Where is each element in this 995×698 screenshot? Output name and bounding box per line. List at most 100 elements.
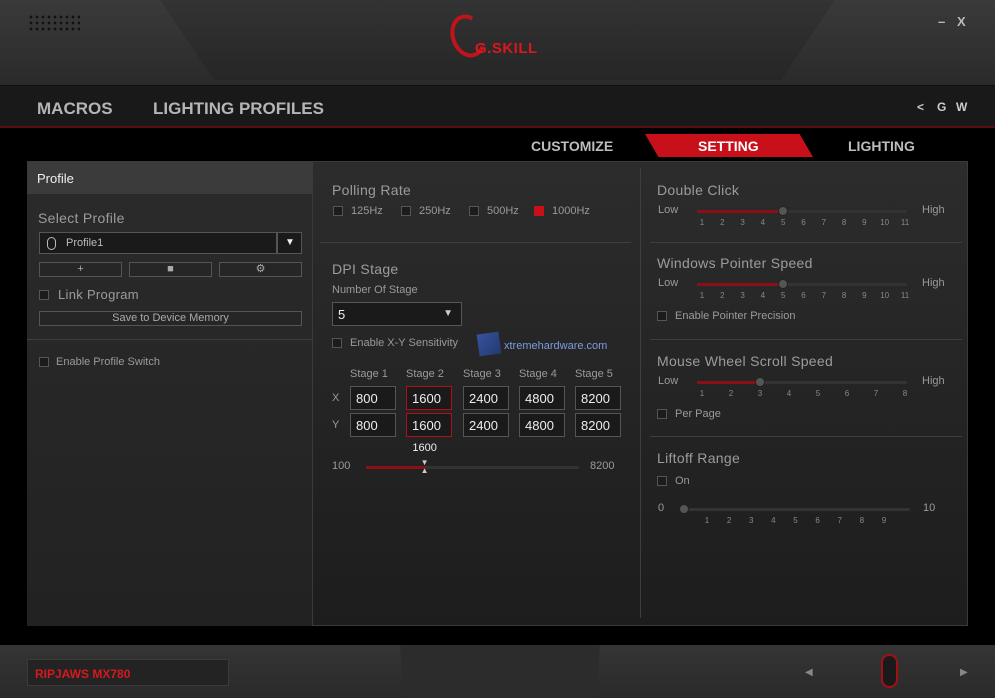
g-button[interactable]: G bbox=[937, 100, 947, 114]
title-bar: G.SKILL – X bbox=[0, 0, 995, 86]
per-page-checkbox[interactable] bbox=[657, 409, 667, 419]
dpi-slider-max: 8200 bbox=[590, 460, 615, 472]
pointer-title: Windows Pointer Speed bbox=[657, 255, 813, 271]
liftoff-tick: 9 bbox=[881, 516, 887, 525]
double_click-title: Double Click bbox=[657, 182, 740, 198]
pointer-tick: 10 bbox=[880, 291, 890, 300]
double_click-tick: 7 bbox=[821, 218, 827, 227]
dpi-y-input[interactable]: 8200 bbox=[575, 413, 621, 437]
scroll-tick: 4 bbox=[786, 389, 792, 398]
link-program-checkbox[interactable] bbox=[39, 290, 49, 300]
double_click-tick: 4 bbox=[760, 218, 766, 227]
polling-label-1000Hz: 1000Hz bbox=[552, 205, 590, 217]
double_click-slider[interactable]: 1 2 3 4 5 6 7 8 9 10 11 bbox=[697, 206, 909, 227]
enable-xy-checkbox[interactable] bbox=[332, 338, 342, 348]
dpi-slider-value: 1600 bbox=[412, 442, 437, 454]
footer-bar: ◀ ▶ bbox=[0, 645, 995, 698]
liftoff-on-checkbox[interactable] bbox=[657, 476, 667, 486]
tab-setting-bg[interactable] bbox=[645, 134, 813, 157]
dpi-x-input[interactable]: 4800 bbox=[519, 386, 565, 410]
dpi-slider-fill bbox=[366, 466, 425, 469]
next-device-button[interactable]: ▶ bbox=[960, 667, 968, 678]
pointer-slider[interactable]: 1 2 3 4 5 6 7 8 9 10 11 bbox=[697, 279, 909, 300]
dpi-y-input[interactable]: 1600 bbox=[406, 413, 452, 437]
profile-select[interactable]: Profile1 bbox=[39, 232, 277, 254]
polling-label-125Hz: 125Hz bbox=[351, 205, 383, 217]
liftoff-slider[interactable]: 1 2 3 4 5 6 7 8 9 bbox=[679, 504, 910, 525]
watermark-text: xtremehardware.com bbox=[504, 340, 608, 352]
divider bbox=[650, 242, 962, 243]
nav-macros[interactable]: MACROS bbox=[37, 99, 113, 118]
pointer-tick: 4 bbox=[760, 291, 766, 300]
mouse-icon bbox=[47, 237, 56, 250]
stage-header: Stage 2 bbox=[406, 368, 444, 380]
tab-setting[interactable]: SETTING bbox=[698, 138, 759, 154]
pointer-slider-thumb[interactable] bbox=[778, 279, 789, 289]
dpi-slider[interactable]: 1600 ▼ ▲ bbox=[366, 442, 579, 475]
dpi-y-input[interactable]: 2400 bbox=[463, 413, 509, 437]
liftoff-on-label: On bbox=[675, 475, 690, 487]
prev-device-button[interactable]: ◀ bbox=[805, 667, 813, 678]
w-button[interactable]: W bbox=[956, 100, 968, 114]
divider bbox=[650, 339, 962, 340]
profile-header: Profile bbox=[27, 161, 313, 194]
delete-profile-button[interactable]: ■ bbox=[129, 262, 212, 277]
number-of-stage-select[interactable]: 5 ▼ bbox=[332, 302, 462, 326]
pointer-tick: 9 bbox=[862, 291, 867, 300]
dpi-slider-min: 100 bbox=[332, 460, 351, 472]
double_click-tick: 11 bbox=[900, 218, 910, 227]
dpi-y-input[interactable]: 4800 bbox=[519, 413, 565, 437]
dpi-slider-thumb[interactable]: ▼ ▲ bbox=[420, 458, 429, 475]
pointer-precision-checkbox[interactable] bbox=[657, 311, 667, 321]
dpi-x-input[interactable]: 8200 bbox=[575, 386, 621, 410]
polling-checkbox-125Hz[interactable] bbox=[333, 206, 343, 216]
polling-checkbox-500Hz[interactable] bbox=[469, 206, 479, 216]
dpi-x-input[interactable]: 1600 bbox=[406, 386, 452, 410]
pointer-precision-label: Enable Pointer Precision bbox=[675, 310, 796, 322]
minimize-button[interactable]: – bbox=[938, 14, 946, 29]
liftoff-tick: 2 bbox=[726, 516, 732, 525]
double_click-slider-thumb[interactable] bbox=[778, 206, 789, 216]
gskill-logo: G.SKILL bbox=[444, 9, 555, 70]
column-divider bbox=[640, 168, 641, 618]
enable-profile-switch-checkbox[interactable] bbox=[39, 357, 49, 367]
profile-selected-value: Profile1 bbox=[66, 237, 104, 249]
scroll-tick: 6 bbox=[844, 389, 850, 398]
liftoff-tick: 4 bbox=[771, 516, 776, 525]
profile-settings-button[interactable]: ⚙ bbox=[219, 262, 302, 277]
nav-lighting-profiles[interactable]: LIGHTING PROFILES bbox=[153, 99, 324, 118]
watermark-logo bbox=[476, 331, 502, 357]
add-profile-button[interactable]: + bbox=[39, 262, 122, 277]
pointer-tick: 6 bbox=[801, 291, 806, 300]
logo-text: G.SKILL bbox=[475, 40, 538, 57]
dpi-x-input[interactable]: 2400 bbox=[463, 386, 509, 410]
share-icon[interactable]: < bbox=[917, 100, 925, 114]
tab-lighting[interactable]: LIGHTING bbox=[848, 138, 915, 154]
polling-checkbox-1000Hz[interactable] bbox=[534, 206, 544, 216]
tab-customize[interactable]: CUSTOMIZE bbox=[531, 138, 614, 154]
scroll-tick: 7 bbox=[873, 389, 879, 398]
liftoff-slider-thumb[interactable] bbox=[679, 504, 689, 514]
footer-center bbox=[400, 645, 600, 698]
profile-dropdown-button[interactable]: ▼ bbox=[277, 232, 302, 254]
liftoff-tick: 7 bbox=[837, 516, 842, 525]
dpi-x-input[interactable]: 800 bbox=[350, 386, 396, 410]
polling-checkbox-250Hz[interactable] bbox=[401, 206, 411, 216]
pointer-low-label: Low bbox=[658, 277, 679, 289]
stage-header: Stage 3 bbox=[463, 368, 501, 380]
liftoff-tick: 8 bbox=[859, 516, 865, 525]
save-to-device-button[interactable]: Save to Device Memory bbox=[39, 311, 302, 326]
double_click-tick: 1 bbox=[699, 218, 705, 227]
double_click-tick: 5 bbox=[780, 218, 786, 227]
liftoff-tick: 5 bbox=[793, 516, 798, 525]
double_click-low-label: Low bbox=[658, 204, 679, 216]
trash-icon: ■ bbox=[167, 263, 174, 275]
double_click-tick: 8 bbox=[841, 218, 847, 227]
pointer-tick: 8 bbox=[841, 291, 847, 300]
divider bbox=[650, 436, 962, 437]
scroll-slider-thumb[interactable] bbox=[755, 377, 765, 387]
scroll-slider[interactable]: 1 2 3 4 5 6 7 8 bbox=[697, 377, 907, 398]
close-button[interactable]: X bbox=[957, 14, 966, 29]
dpi-y-input[interactable]: 800 bbox=[350, 413, 396, 437]
pointer-slider-fill bbox=[697, 283, 784, 286]
